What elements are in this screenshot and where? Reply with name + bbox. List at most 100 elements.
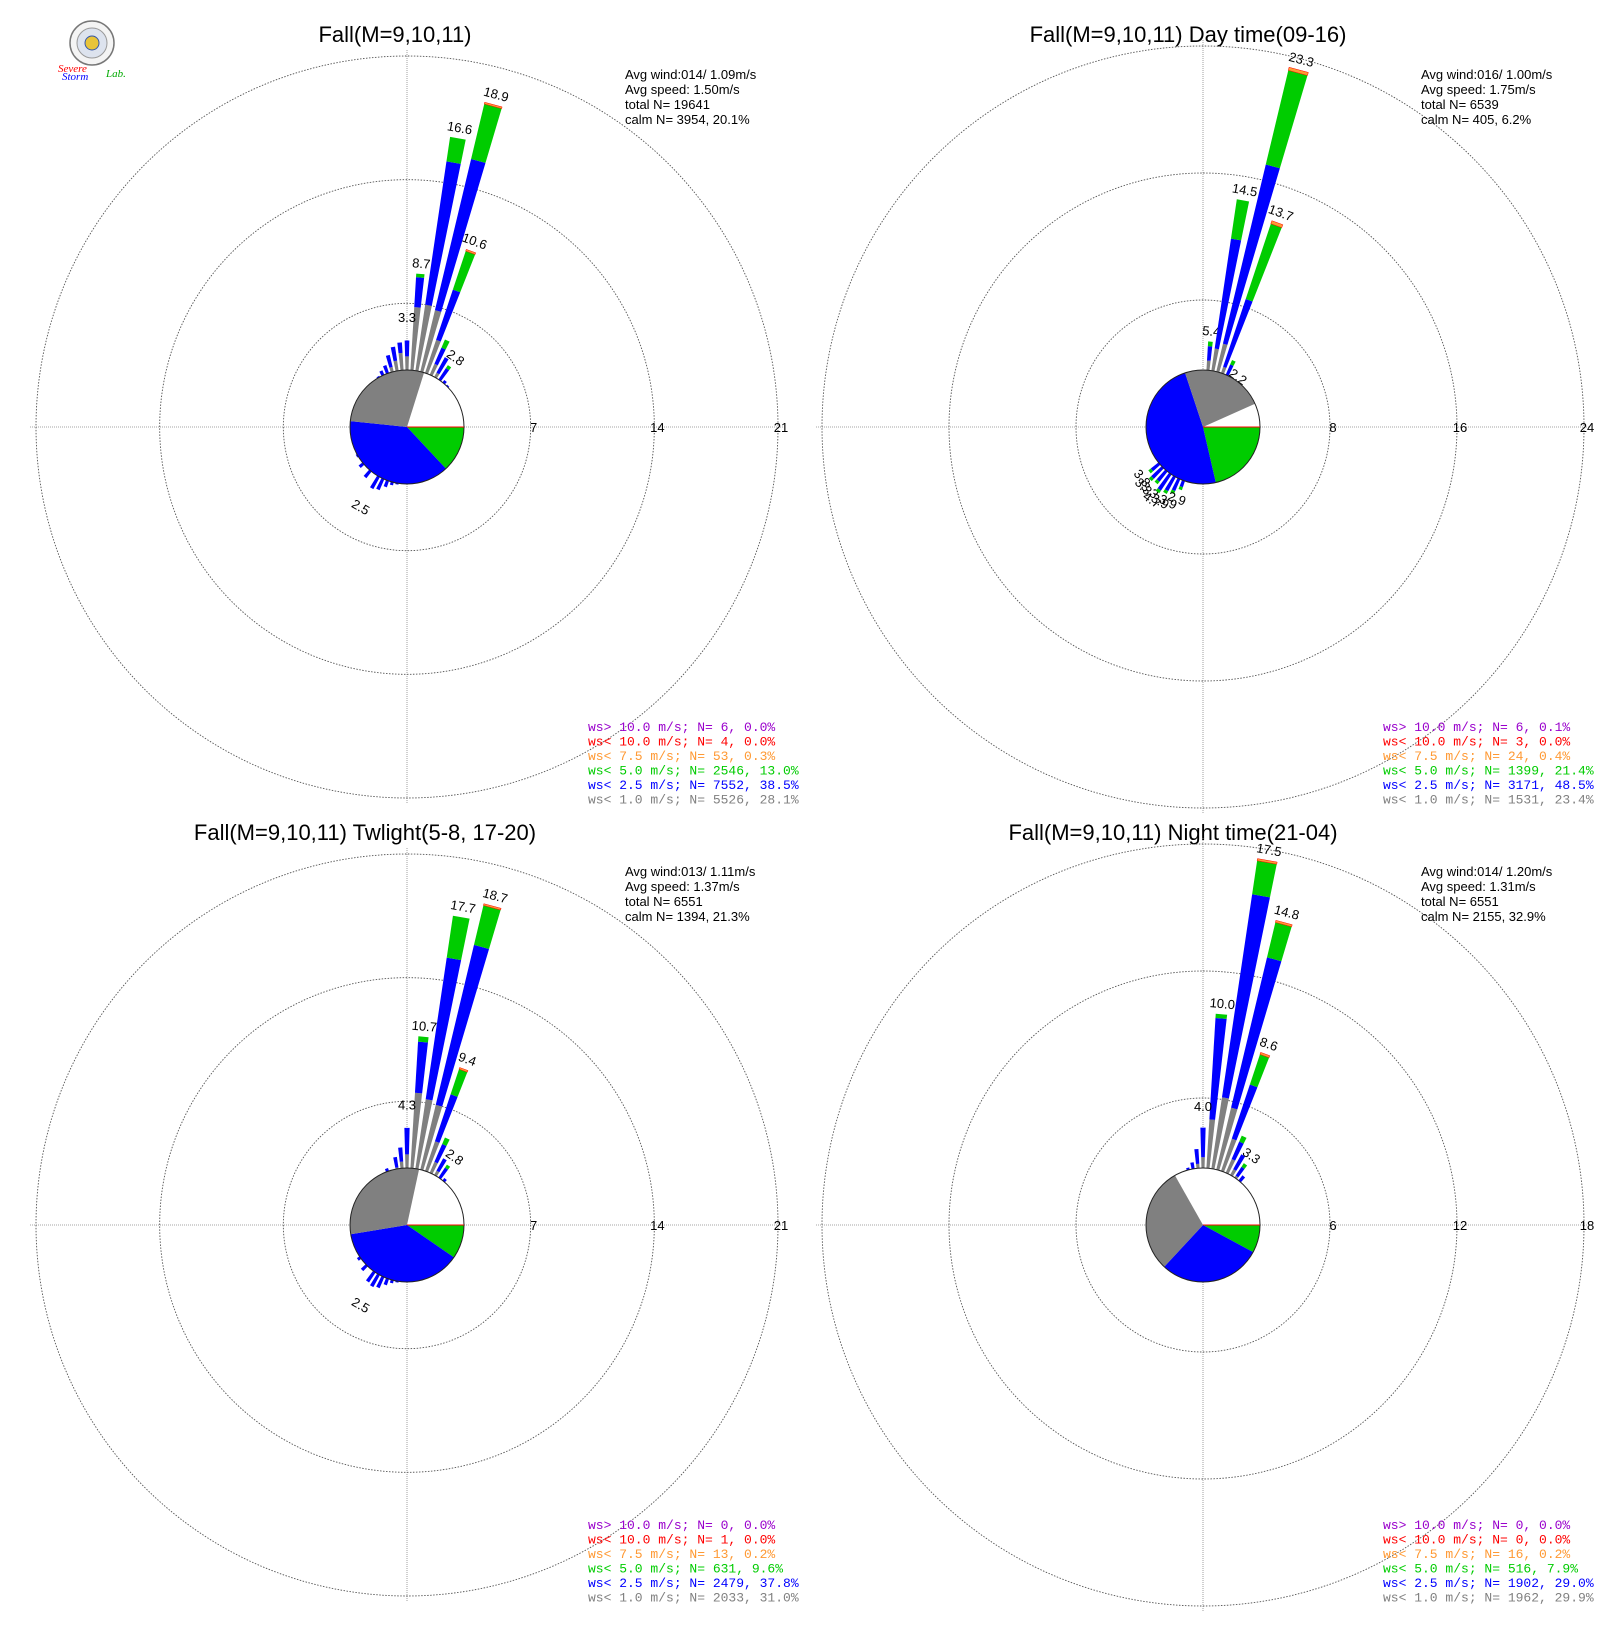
bar-label-15: 18.9 (482, 84, 510, 105)
bar-label-10: 17.5 (1255, 840, 1283, 859)
ring-8 (1075, 299, 1331, 555)
bar-20-green (452, 251, 476, 293)
stats-line-3: total N= 6551 (625, 894, 703, 909)
bar-label-20: 8.6 (1258, 1034, 1280, 1054)
bar-10-gray (1211, 348, 1219, 372)
calm-pie-calm (1174, 1168, 1260, 1225)
chart-title: Fall(M=9,10,11) Day time(09-16) (1030, 22, 1347, 47)
ring-18 (821, 843, 1585, 1607)
bar-25-blue (434, 347, 446, 366)
bar-340-blue (382, 364, 389, 374)
bar-30-gray (434, 1170, 440, 1177)
stats-line-4: calm N= 3954, 20.1% (625, 112, 750, 127)
bar-20-blue (436, 289, 461, 342)
bar-35-green (444, 1164, 451, 1170)
bar-20-blue (1231, 1084, 1258, 1141)
calm-pie-lt25 (350, 421, 446, 484)
bar-40-blue (1238, 1175, 1246, 1183)
legend-lt75: ws< 7.5 m/s; N= 16, 0.2% (1383, 1547, 1570, 1562)
calm-pie-lt5 (1203, 1225, 1260, 1253)
bar-30-blue (1233, 1154, 1246, 1171)
bar-label-15: 14.8 (1273, 902, 1301, 923)
bar-5-gray (410, 1092, 423, 1169)
bar-220-blue (363, 469, 372, 479)
calm-pie-lt1 (350, 370, 425, 427)
bar-15-gray (1216, 343, 1228, 373)
logo-text-lab: Lab. (105, 68, 126, 80)
bar-label-0: 3.3 (398, 310, 416, 325)
bar-label-0: 4.3 (398, 1097, 416, 1112)
legend-lt5: ws< 5.0 m/s; N= 631, 9.6% (588, 1562, 783, 1577)
bar-355-gray (399, 1161, 404, 1169)
ring-14 (159, 977, 655, 1473)
ring-24 (821, 45, 1585, 809)
bar-205-blue (1171, 477, 1181, 492)
severe-storm-lab-logo: Severe Storm Lab. (58, 20, 126, 83)
stats-line-2: Avg speed: 1.50m/s (625, 82, 740, 97)
wind-rose-panel-1: Fall(M=9,10,11) 7 14 21 8.7 16.6 18.9 10.6 2.8 3.… (30, 22, 799, 808)
stats-line-2: Avg speed: 1.75m/s (1421, 82, 1536, 97)
calm-pie-lt5 (407, 427, 464, 469)
ring-14 (159, 179, 655, 675)
bar-215-blue (365, 1270, 376, 1283)
bar-10-blue (425, 161, 461, 306)
bar-45-blue (446, 384, 450, 388)
ring-21 (35, 853, 779, 1597)
bar-10-green (446, 915, 470, 961)
calm-pie-lt25 (350, 1225, 454, 1283)
bar-345-blue (385, 354, 393, 368)
bar-35-blue (1235, 1166, 1245, 1178)
bar-label-35: 2.8 (444, 346, 467, 369)
legend-lt5: ws< 5.0 m/s; N= 1399, 21.4% (1383, 764, 1594, 779)
bar-15-orange (1275, 920, 1293, 928)
bar-220-green (1154, 479, 1160, 485)
ring-16 (948, 172, 1458, 682)
bar-label-20: 13.7 (1267, 201, 1296, 224)
chart-title: Fall(M=9,10,11) (318, 22, 471, 47)
bar-15-blue (435, 944, 490, 1107)
stats-line-4: calm N= 1394, 21.3% (625, 909, 750, 924)
legend-lt10: ws< 10.0 m/s; N= 0, 0.0% (1383, 1533, 1570, 1548)
bar-25-green (1230, 360, 1236, 366)
bar-35-blue (438, 1167, 449, 1180)
bar-225-blue (360, 1264, 368, 1272)
bar-label-200: 2.9 (1166, 488, 1188, 508)
stats-line-1: Avg wind:014/ 1.09m/s (625, 67, 757, 82)
legend-lt75: ws< 7.5 m/s; N= 24, 0.4% (1383, 749, 1570, 764)
bar-30-gray (434, 372, 440, 379)
bar-label-10: 14.5 (1231, 180, 1259, 199)
legend-lt25: ws< 2.5 m/s; N= 2479, 37.8% (588, 1576, 799, 1591)
logo-text-storm: Storm (62, 71, 88, 83)
bar-205-green (1170, 489, 1176, 494)
bar-15-blue (434, 158, 486, 312)
bar-0-gray (1201, 1157, 1205, 1169)
bar-25-blue (1225, 364, 1234, 377)
bar-210-green (1163, 489, 1169, 494)
bar-label-5: 10.0 (1209, 995, 1236, 1012)
calm-pie-calm (407, 372, 465, 427)
ring-label: 21 (774, 1218, 788, 1233)
legend-lt10: ws< 10.0 m/s; N= 1, 0.0% (588, 1533, 775, 1548)
bar-15-green (473, 905, 501, 949)
bar-10-green (1230, 199, 1250, 241)
bar-label-15: 18.7 (481, 885, 509, 906)
bar-15-gray (420, 1104, 443, 1171)
bar-label-20: 9.4 (456, 1049, 478, 1069)
legend-lt75: ws< 7.5 m/s; N= 53, 0.3% (588, 749, 775, 764)
bar-15-orange (483, 903, 502, 911)
ring-label: 24 (1580, 420, 1594, 435)
bar-200-green (1178, 486, 1183, 491)
bar-355-gray (398, 352, 404, 371)
bar-25-gray (1225, 1158, 1236, 1175)
bar-10-gray (415, 304, 432, 372)
bar-5-gray (410, 307, 421, 371)
bar-label-20: 10.6 (460, 230, 489, 253)
bar-0-blue (1200, 1127, 1206, 1158)
bar-20-blue (1223, 298, 1253, 368)
bar-230-green (1148, 468, 1154, 474)
bar-15-green (1267, 922, 1292, 962)
calm-pie-lt25 (1164, 1225, 1254, 1282)
bar-20-gray (1221, 1138, 1237, 1172)
stats-line-4: calm N= 2155, 32.9% (1421, 909, 1546, 924)
